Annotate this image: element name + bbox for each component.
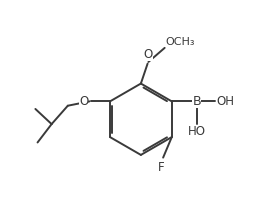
Text: OH: OH [216, 95, 234, 108]
Text: F: F [158, 161, 164, 174]
Text: B: B [192, 95, 201, 108]
Text: O: O [144, 48, 153, 61]
Text: OCH₃: OCH₃ [166, 37, 195, 47]
Text: O: O [79, 95, 88, 108]
Text: HO: HO [188, 125, 206, 138]
